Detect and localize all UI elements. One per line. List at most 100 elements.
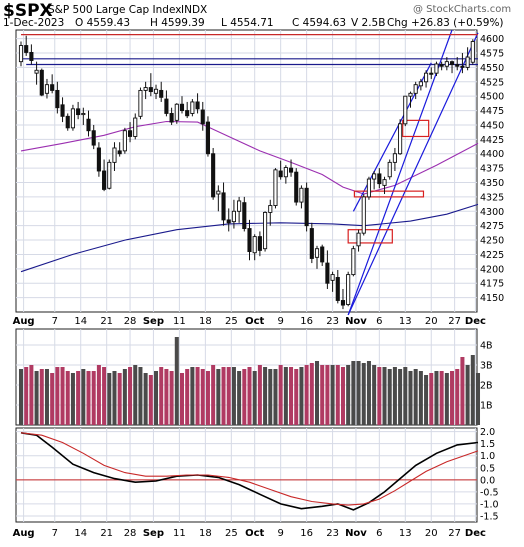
volume-bar — [60, 367, 65, 425]
candle-up — [434, 63, 439, 74]
candle-down — [278, 170, 283, 178]
volume-bar — [102, 367, 107, 425]
candle-up — [465, 56, 470, 68]
candle-down — [86, 118, 91, 132]
x-tick-label: Dec — [465, 316, 486, 327]
candle-down — [211, 153, 216, 198]
volume-bar — [91, 371, 96, 425]
candle-down — [257, 236, 262, 251]
candle-down — [460, 65, 465, 68]
volume-bar — [231, 367, 236, 425]
candle-down — [226, 219, 231, 224]
price-tick-label: 4175 — [480, 279, 504, 290]
price-tick-label: 4325 — [480, 192, 504, 203]
candle-down — [455, 64, 460, 67]
chart-symbol: $SPX — [3, 1, 53, 21]
x-tick-label: 14 — [74, 528, 87, 539]
price-tick-label: 4300 — [480, 207, 504, 218]
volume-bar — [200, 369, 205, 425]
price-tick-label: 4525 — [480, 77, 504, 88]
volume-bar — [143, 373, 148, 425]
candle-up — [133, 117, 138, 137]
volume-tick-label: 4B — [480, 341, 493, 352]
candle-down — [24, 45, 29, 53]
volume-bar — [252, 371, 257, 425]
candle-up — [273, 169, 278, 206]
candle-up — [138, 89, 143, 117]
x-tick-label: Aug — [13, 316, 35, 327]
chart-exchange: INDX — [181, 4, 207, 16]
candle-up — [403, 95, 408, 125]
candle-up — [174, 103, 179, 121]
volume-bar — [159, 367, 164, 425]
candle-up — [263, 211, 268, 250]
price-tick-label: 4575 — [480, 49, 504, 60]
volume-bar — [138, 367, 143, 425]
candle-up — [314, 248, 320, 258]
candle-down — [200, 109, 205, 125]
x-tick-label: 13 — [399, 316, 412, 327]
volume-bar — [263, 367, 268, 425]
volume-bar — [247, 367, 252, 425]
candle-down — [65, 115, 70, 129]
candle-up — [81, 112, 86, 116]
x-tick-label: 9 — [277, 528, 283, 539]
x-tick-label: 25 — [225, 528, 238, 539]
macd-tick-label: -1.5 — [480, 511, 499, 522]
candle-up — [283, 167, 288, 178]
volume-bar — [475, 373, 481, 425]
x-tick-label: 28 — [124, 316, 137, 327]
candle-up — [366, 178, 372, 198]
low-value: L 4554.71 — [221, 17, 274, 29]
chart-name: S&P 500 Large Cap Index — [48, 4, 181, 16]
candle-down — [91, 130, 96, 146]
candle-up — [44, 84, 50, 94]
x-tick-label: 27 — [448, 316, 461, 327]
price-tick-label: 4550 — [480, 63, 504, 74]
x-tick-label: Sep — [143, 528, 164, 539]
volume-bar — [309, 363, 314, 425]
price-tick-label: 4250 — [480, 236, 504, 247]
candle-down — [102, 170, 107, 190]
price-tick-label: 4475 — [480, 106, 504, 117]
volume-bar — [335, 365, 340, 425]
candle-up — [70, 108, 75, 129]
volume-bar — [382, 367, 387, 425]
volume-bar — [117, 373, 122, 425]
volume-bar — [392, 367, 397, 425]
volume-bar — [278, 365, 283, 425]
x-tick-label: 27 — [448, 528, 461, 539]
volume-bar — [268, 369, 273, 425]
price-tick-label: 4600 — [480, 34, 504, 45]
volume-bar — [465, 365, 470, 425]
candle-up — [18, 45, 24, 63]
volume-bar — [133, 365, 138, 425]
x-tick-label: 28 — [124, 528, 137, 539]
volume-bar — [455, 369, 460, 425]
x-tick-label: Sep — [143, 316, 164, 327]
candle-up — [34, 69, 39, 74]
volume-bar — [86, 371, 91, 425]
candle-down — [50, 84, 55, 91]
volume-bar — [294, 369, 299, 425]
candle-down — [159, 89, 164, 98]
candle-up — [346, 274, 351, 305]
x-tick-label: Nov — [345, 528, 367, 539]
volume-bar — [444, 373, 449, 425]
candle-down — [96, 147, 101, 172]
candle-up — [372, 173, 377, 180]
candle-up — [361, 196, 366, 234]
candle-down — [294, 171, 299, 203]
candle-down — [288, 167, 294, 173]
volume-bar — [221, 367, 226, 425]
candle-down — [325, 262, 330, 284]
price-panel — [15, 29, 478, 313]
candle-up — [408, 92, 413, 97]
volume-bar — [424, 375, 429, 425]
macd-tick-label: -1.0 — [480, 499, 499, 510]
candle-down — [169, 112, 174, 123]
open-value: O 4559.43 — [75, 17, 130, 29]
x-tick-label: 11 — [173, 316, 186, 327]
price-tick-label: 4400 — [480, 149, 504, 160]
price-tick-label: 4425 — [480, 135, 504, 146]
